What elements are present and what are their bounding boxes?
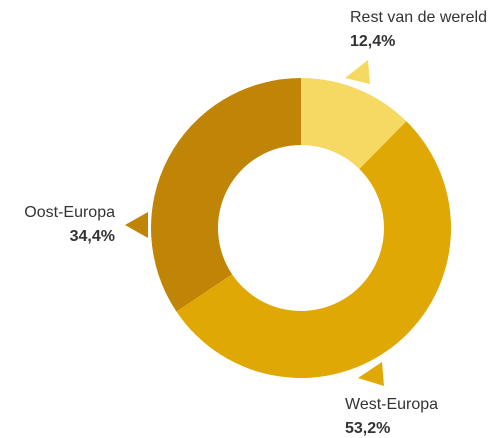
label-pointer xyxy=(358,362,384,386)
slice-value: 34,4% xyxy=(70,228,115,245)
donut-slice xyxy=(301,78,407,169)
label-pointer xyxy=(125,212,148,238)
slice-value: 12,4% xyxy=(350,33,395,50)
slice-label: Oost-Europa xyxy=(24,204,115,221)
donut-slice xyxy=(151,78,301,312)
label-pointer xyxy=(345,60,370,84)
slice-value: 53,2% xyxy=(345,420,390,437)
donut-slice xyxy=(176,121,451,378)
slice-label: West-Europa xyxy=(345,396,438,413)
slice-label: Rest van de wereld xyxy=(350,9,487,26)
